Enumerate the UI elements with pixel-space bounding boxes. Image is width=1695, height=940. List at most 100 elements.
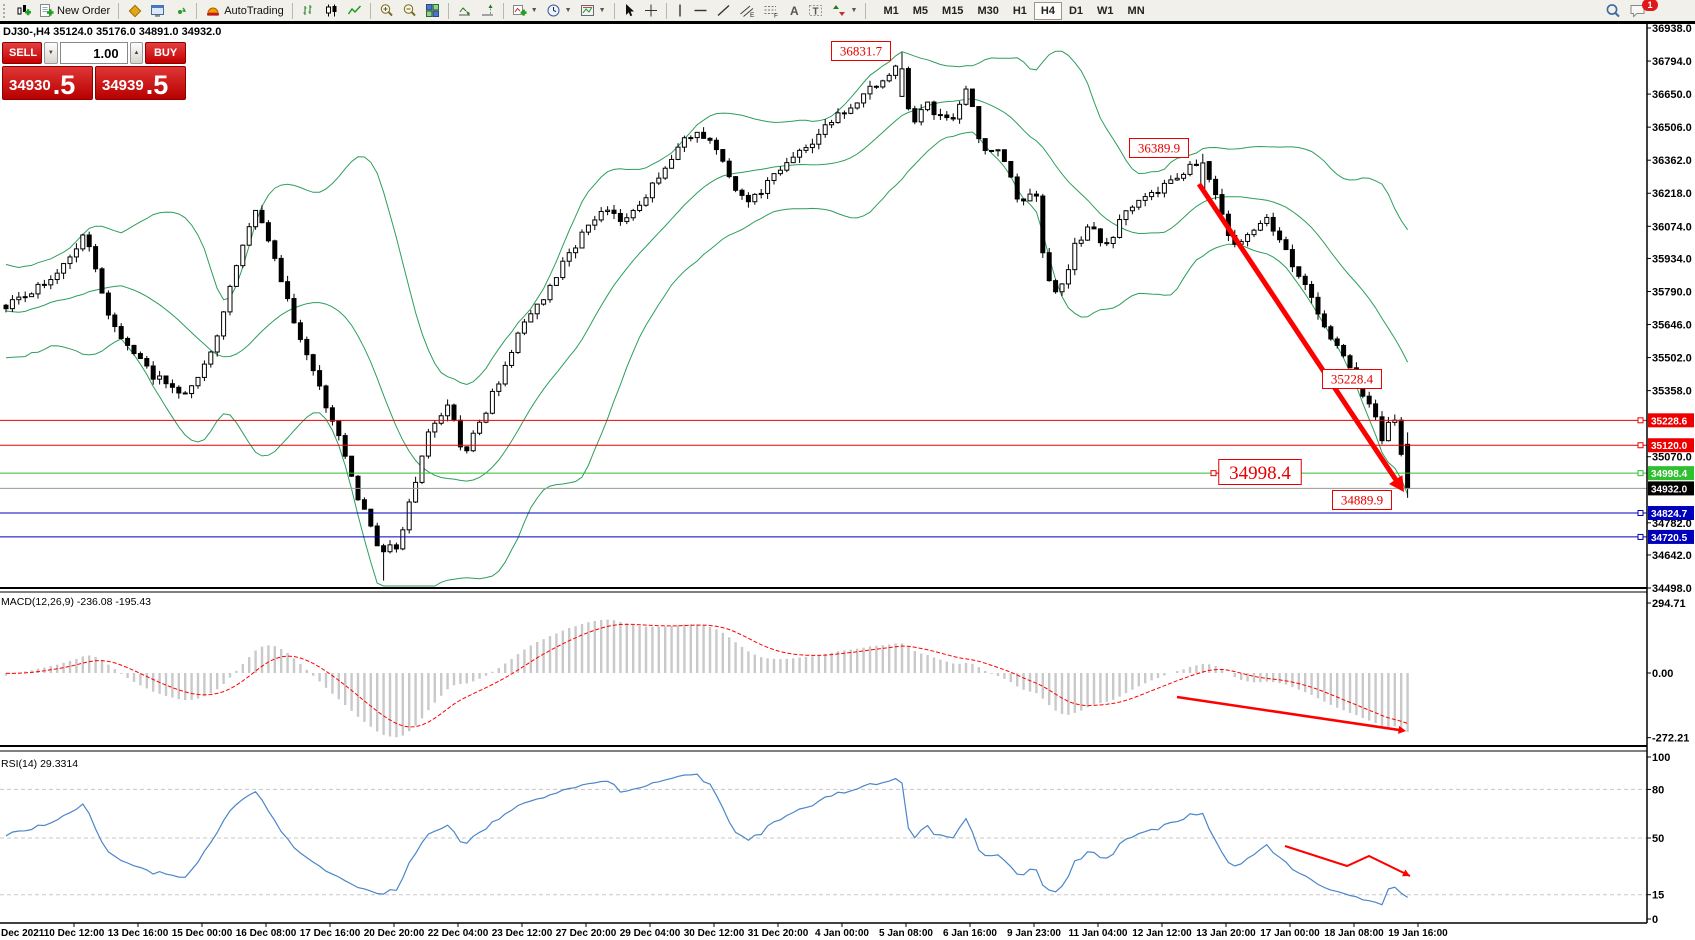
price-annotation-34998.4[interactable]: 34998.4 — [1218, 459, 1302, 485]
new-chart-button[interactable] — [12, 1, 35, 20]
svg-text:36938.0: 36938.0 — [1652, 23, 1692, 35]
text-tool-button[interactable]: A — [783, 1, 804, 20]
volume-input[interactable] — [59, 42, 128, 64]
svg-text:19 Jan 16:00: 19 Jan 16:00 — [1388, 928, 1448, 939]
svg-text:36362.0: 36362.0 — [1652, 155, 1692, 167]
timeframe-button-m30[interactable]: M30 — [970, 2, 1005, 20]
svg-text:29 Dec 04:00: 29 Dec 04:00 — [620, 928, 681, 939]
svg-text:36794.0: 36794.0 — [1652, 56, 1692, 68]
downtrend-arrow-rsi[interactable] — [1284, 845, 1411, 877]
svg-text:35646.0: 35646.0 — [1652, 320, 1692, 332]
toolbar: New Order AutoTrading ▼ ▼ ▼ E F — [0, 0, 1695, 21]
notification-badge[interactable]: 1 — [1642, 0, 1658, 11]
crosshair-tool-button[interactable] — [640, 1, 662, 20]
candle-chart-icon — [325, 4, 337, 17]
tile-windows-icon — [425, 4, 439, 18]
market-watch-button[interactable] — [123, 1, 146, 20]
chart-shift-icon — [481, 4, 493, 16]
svg-text:17 Dec 16:00: 17 Dec 16:00 — [300, 928, 361, 939]
terminal-button[interactable] — [146, 1, 169, 20]
timeframe-button-mn[interactable]: MN — [1121, 2, 1152, 20]
timeframe-button-h1[interactable]: H1 — [1006, 2, 1034, 20]
svg-text:35228.6: 35228.6 — [1651, 416, 1688, 427]
text-label-tool-button[interactable]: T — [804, 1, 828, 20]
timeframe-button-h4[interactable]: H4 — [1033, 1, 1062, 20]
line-handle[interactable] — [1637, 442, 1644, 449]
axis-price-badge-34720.5: 34720.5 — [1648, 529, 1694, 544]
toolbar-separator — [865, 2, 867, 19]
candles — [3, 52, 1411, 581]
downtrend-arrow-macd[interactable] — [1176, 695, 1406, 734]
svg-text:5 Jan 08:00: 5 Jan 08:00 — [879, 928, 933, 939]
arrows-tool-button[interactable]: ▼ — [828, 1, 862, 20]
timeframe-button-w1[interactable]: W1 — [1090, 2, 1121, 20]
zoom-out-button[interactable] — [398, 1, 421, 20]
new-order-button[interactable]: New Order — [35, 1, 114, 20]
svg-text:0.00: 0.00 — [1652, 668, 1673, 680]
line-handle[interactable] — [1637, 417, 1644, 424]
channel-tool-button[interactable]: E — [735, 1, 759, 20]
autotrading-button[interactable]: AutoTrading — [201, 1, 288, 20]
timeframe-button-m1[interactable]: M1 — [876, 2, 905, 20]
downtrend-arrow-main[interactable] — [1196, 182, 1404, 492]
price-annotation-36831.7[interactable]: 36831.7 — [831, 41, 891, 61]
price-annotation-36389.9[interactable]: 36389.9 — [1129, 138, 1189, 158]
line-handle[interactable] — [1637, 470, 1644, 477]
search-button[interactable] — [1601, 1, 1625, 20]
price-annotation-34889.9[interactable]: 34889.9 — [1332, 490, 1392, 510]
zoom-in-button[interactable] — [375, 1, 398, 20]
price-annotation-35228.4[interactable]: 35228.4 — [1322, 369, 1382, 389]
svg-text:34932.0: 34932.0 — [1651, 484, 1688, 495]
timeframe-button-d1[interactable]: D1 — [1062, 2, 1090, 20]
dropdown-caret: ▼ — [530, 7, 538, 14]
crosshair-icon — [644, 4, 657, 17]
vertical-line-tool-button[interactable] — [671, 1, 689, 20]
svg-text:Dec 2021: Dec 2021 — [1, 928, 45, 939]
clock-icon — [547, 4, 560, 17]
dropdown-caret: ▼ — [850, 7, 858, 14]
toolbar-separator — [665, 2, 667, 19]
svg-text:35070.0: 35070.0 — [1652, 452, 1692, 464]
horizontal-line-icon — [694, 9, 707, 12]
sell-price-panel[interactable]: 34930 .5 — [2, 66, 93, 100]
svg-text:23 Dec 12:00: 23 Dec 12:00 — [492, 928, 553, 939]
timeframe-button-m15[interactable]: M15 — [935, 2, 970, 20]
line-handle[interactable] — [1637, 533, 1644, 540]
templates-button[interactable]: ▼ — [576, 1, 610, 20]
price-axis: 36938.0 36794.0 36650.0 36506.0 36362.0 36218… — [1647, 23, 1692, 926]
timeframe-button-m5[interactable]: M5 — [906, 2, 935, 20]
svg-text:35790.0: 35790.0 — [1652, 286, 1692, 298]
indicators-button[interactable]: ▼ — [508, 1, 542, 20]
chart-shift-button[interactable] — [476, 1, 499, 20]
signals-button[interactable] — [169, 1, 192, 20]
buy-button[interactable]: BUY — [145, 42, 186, 64]
sell-button[interactable]: SELL — [2, 42, 42, 64]
axis-price-badge-34932.0: 34932.0 — [1648, 481, 1694, 496]
equidistant-channel-icon: E — [739, 5, 755, 18]
cursor-tool-button[interactable] — [619, 1, 640, 20]
svg-text:50: 50 — [1652, 833, 1664, 845]
fibonacci-tool-button[interactable]: F — [759, 1, 783, 20]
autotrading-icon — [207, 7, 220, 16]
periods-button[interactable]: ▼ — [542, 1, 576, 20]
toolbar-grip[interactable] — [3, 3, 9, 18]
zoom-out-icon — [403, 4, 416, 17]
horizontal-line-tool-button[interactable] — [689, 1, 712, 20]
bar-chart-mode-button[interactable] — [297, 1, 320, 20]
line-handle[interactable] — [1637, 510, 1644, 517]
label-anchor-handle[interactable] — [1210, 470, 1217, 477]
svg-text:27 Dec 20:00: 27 Dec 20:00 — [556, 928, 617, 939]
svg-text:34998.4: 34998.4 — [1651, 469, 1688, 480]
auto-scroll-button[interactable] — [453, 1, 476, 20]
volume-decrease-button[interactable]: ▼ — [44, 42, 58, 64]
trendline-tool-button[interactable] — [712, 1, 735, 20]
line-chart-mode-button[interactable] — [343, 1, 366, 20]
candle-chart-mode-button[interactable] — [320, 1, 343, 20]
buy-price-panel[interactable]: 34939 .5 — [95, 66, 186, 100]
svg-text:F: F — [774, 13, 778, 19]
svg-text:36831.7: 36831.7 — [840, 44, 883, 59]
volume-increase-button[interactable]: ▲ — [129, 42, 144, 64]
svg-text:10 Dec 12:00: 10 Dec 12:00 — [44, 928, 105, 939]
tile-windows-button[interactable] — [421, 1, 444, 20]
